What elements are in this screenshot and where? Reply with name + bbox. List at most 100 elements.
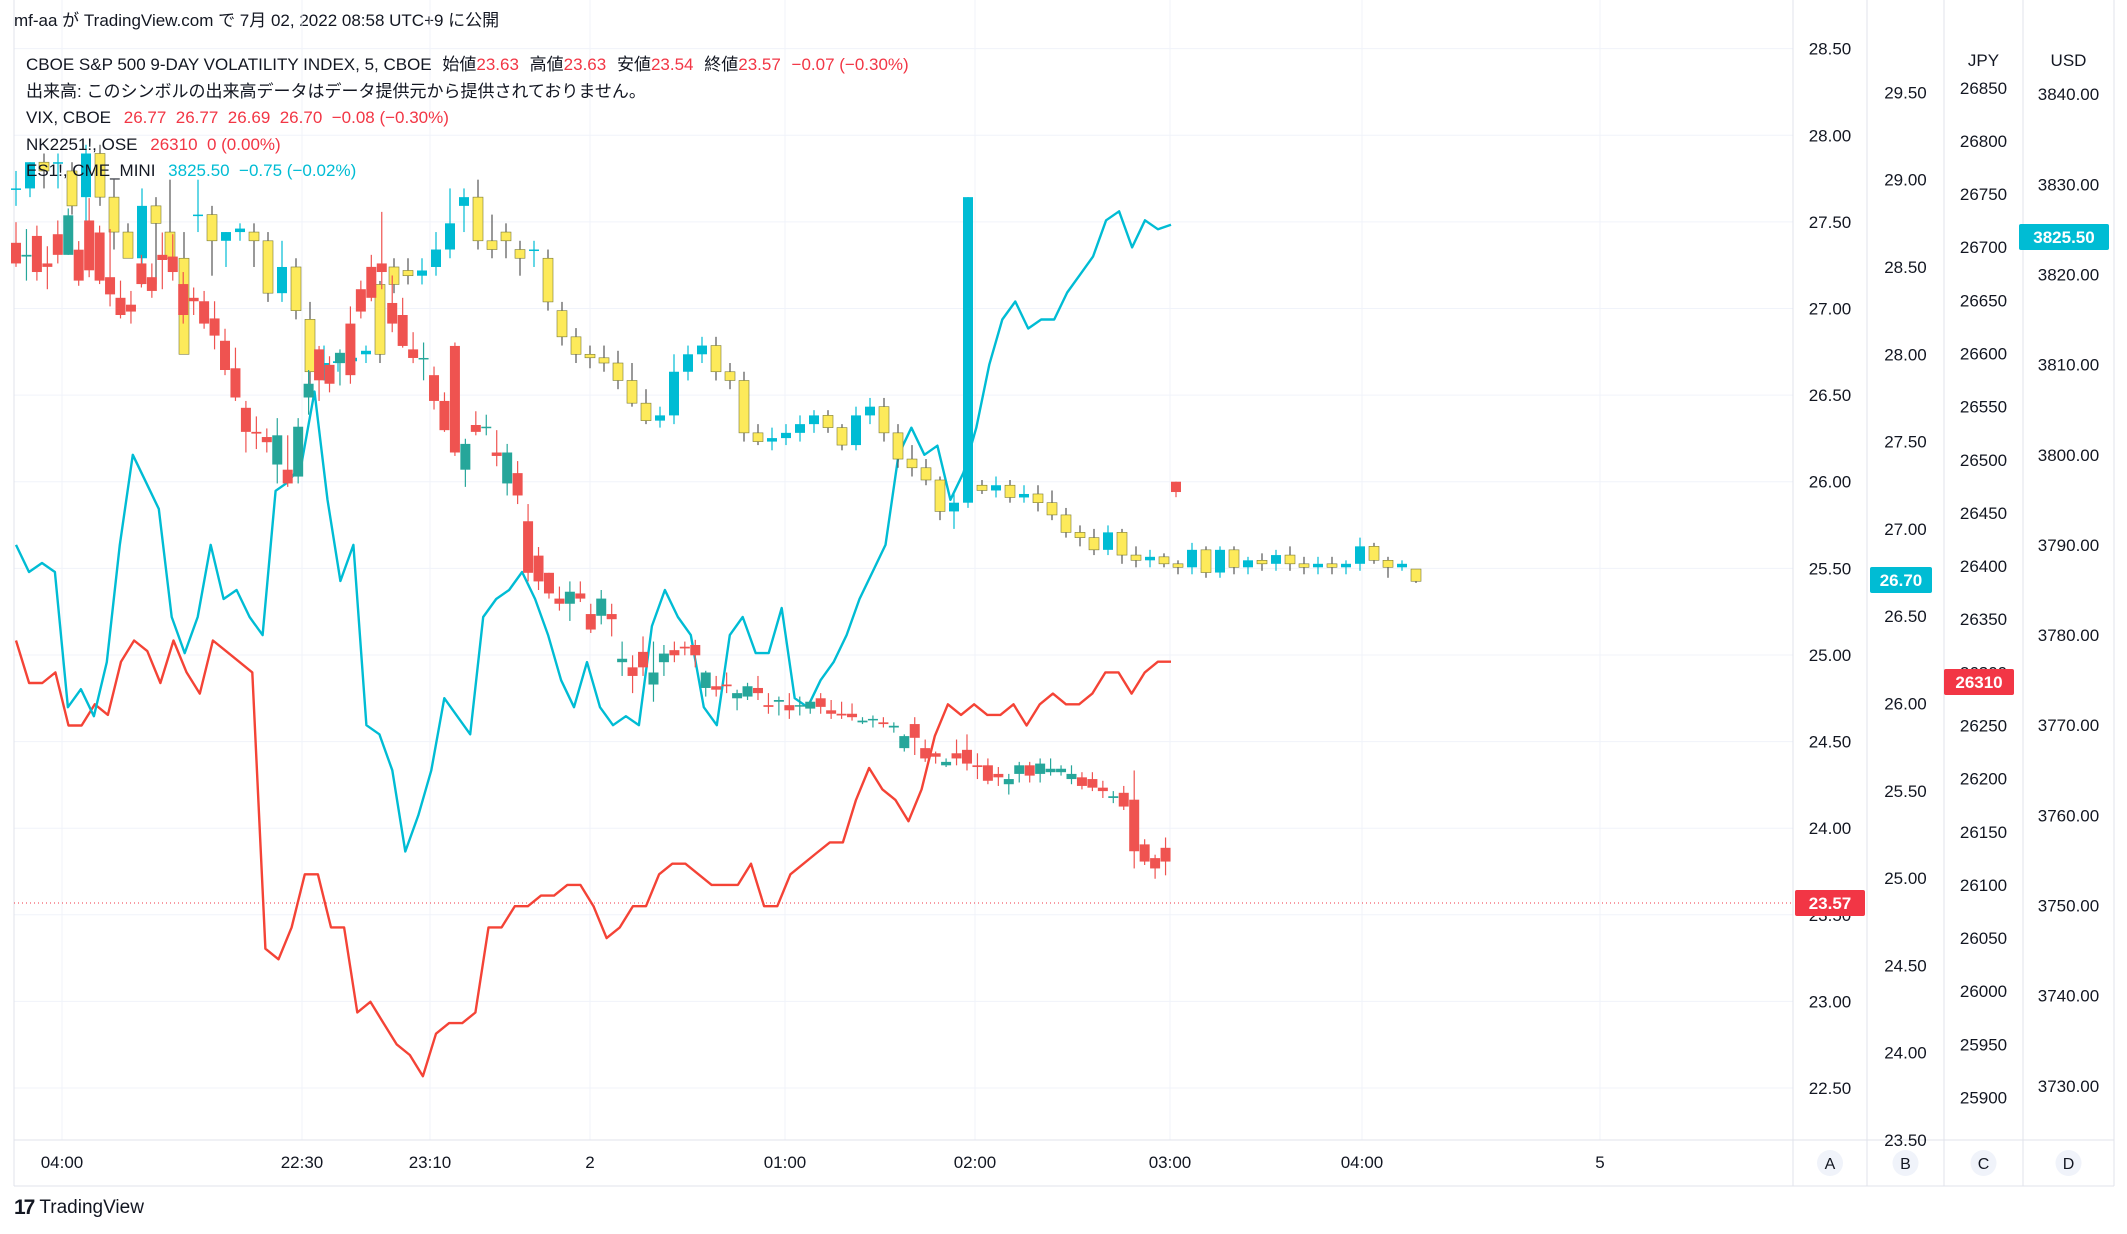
vix9d-candle-body [617,658,628,663]
vix-candle-body [991,485,1001,491]
vix-candle-body [1046,502,1058,516]
vix9d-candle-body [21,254,32,257]
vix9d-candle-body [366,266,377,298]
vix-candle-body [655,415,665,421]
vix9d-candle-body [982,765,993,781]
vix9d-candle-body [773,700,784,702]
vix9d-candle-body [1066,773,1077,780]
vix9d-candle-body [251,431,262,434]
scale-c-tick: 26850 [1960,79,2007,98]
vix-candle-body [248,231,260,242]
scale-b-tick: 29.00 [1884,171,1927,190]
vix9d-candle-body [491,452,502,456]
vix-candle-body [556,310,568,338]
vix9d-candle-body [1035,763,1046,774]
vix-candle-body [1326,563,1338,568]
vix-candle-body [767,438,777,442]
vix9d-candle-body [303,383,314,398]
nk-values: 26310 0 (0.00%) [150,134,281,154]
legend-row-volume: 出来高: このシンボルの出来高データはデータ提供元から提供されておりません。 [26,81,646,101]
vix-candle-body [38,161,50,172]
vix-candle-body [1172,563,1184,568]
vix-last-label: 26.70 [1880,571,1923,590]
vix-candle-body [1355,546,1365,564]
vix-candle-body [1032,493,1044,503]
time-tick-label: 01:00 [764,1153,807,1172]
chart-frame [13,0,2115,1187]
vix-candle-body [584,353,596,359]
vix-candle-body [738,380,750,434]
vix9d-candle-body [470,425,481,432]
vix9d-candle-body [564,591,575,604]
vix9d-candle-body [146,277,157,291]
price-labels-layer: 23.57 26.70 26310 3825.50 [14,224,2109,916]
scale-b-tick: 25.00 [1884,869,1927,888]
vix9d-candle-body [1076,777,1087,786]
vix9d-candle-body [418,357,429,360]
tradingview-logo[interactable]: 17 TradingView [14,1196,144,1220]
vix-candle-body [851,415,861,446]
vix-candle-body [822,415,834,428]
ohlc-high-value: 23.63 [563,55,607,74]
scale-letter-label: C [1978,1156,1990,1173]
vix-candle-body [809,415,819,425]
nk-label: NK2251!, OSE [26,134,138,154]
vix-candle-body [94,153,106,198]
vix-candle-body [697,345,707,355]
vix-candle-body [949,502,959,512]
vix-candle-body [262,240,274,294]
publish-header: mf-aa が TradingView.com で 7月 02, 2022 08… [14,11,500,30]
scale-b-tick: 27.00 [1884,520,1927,539]
scale-c-tick: 26800 [1960,132,2007,151]
time-tick-label: 2 [585,1153,594,1172]
vix9d-last-label-bg [1795,890,1865,916]
scale-c-tick: 25900 [1960,1088,2007,1107]
vix-candle-body [892,432,904,460]
vix-candle-body [402,270,414,277]
scale-c-tick: 26200 [1960,770,2007,789]
scale-c-tick: 26600 [1960,345,2007,364]
vix9d-candle-body [805,701,816,709]
vix-candle-body [500,231,512,242]
vix9d-candle-body [1056,768,1067,773]
vix9d-series-layer [11,198,1181,879]
vix9d-candle-body [136,263,147,285]
vix-candle-body [361,350,371,355]
scale-a-tick: 22.50 [1809,1079,1852,1098]
vix9d-candle-body [408,349,419,358]
scale-c-tick: 26700 [1960,238,2007,257]
time-tick-label: 03:00 [1149,1153,1192,1172]
scale-b-tick: 28.00 [1884,345,1927,364]
scale-b-tick: 24.50 [1884,956,1927,975]
vix9d-candle-body [314,349,325,381]
scale-c-tick: 26450 [1960,504,2007,523]
vix-candle-body [640,402,652,421]
scale-a-tick: 25.50 [1809,559,1852,578]
vix9d-candle-body [188,297,199,302]
vix-candle-body [1228,549,1240,568]
scale-c-tick: 26750 [1960,185,2007,204]
vix9d-candle-body [1139,844,1150,862]
vix-candle-body [150,205,162,224]
scale-b-tick: 29.50 [1884,83,1927,102]
vix9d-candle-body [84,220,95,271]
vix-candle-body [1313,563,1323,568]
vix-candle-body [1243,560,1253,568]
vix9d-candle-body [157,254,168,260]
scale-a-tick: 27.00 [1809,300,1852,319]
vix9d-candle-body [1097,787,1108,792]
vix9d-candle-body [125,304,136,312]
vix9d-candle-body [1129,799,1140,852]
vix-candle-body [781,432,791,439]
vix-candle-body [417,270,427,276]
scale-a-tick: 24.00 [1809,819,1852,838]
vix9d-candle-body [638,651,649,668]
scale-d-tick: 3770.00 [2038,716,2099,735]
scale-c-tick-unit: JPY [1968,51,1999,70]
vix-candle-body [626,380,638,404]
vix-values: 26.77 26.77 26.69 26.70 −0.08 (−0.30%) [123,108,449,127]
vix9d-candle-body [669,650,680,656]
vix-series-layer [11,144,1422,584]
legend-panel: CBOE S&P 500 9-DAY VOLATILITY INDEX, 5, … [26,52,909,185]
